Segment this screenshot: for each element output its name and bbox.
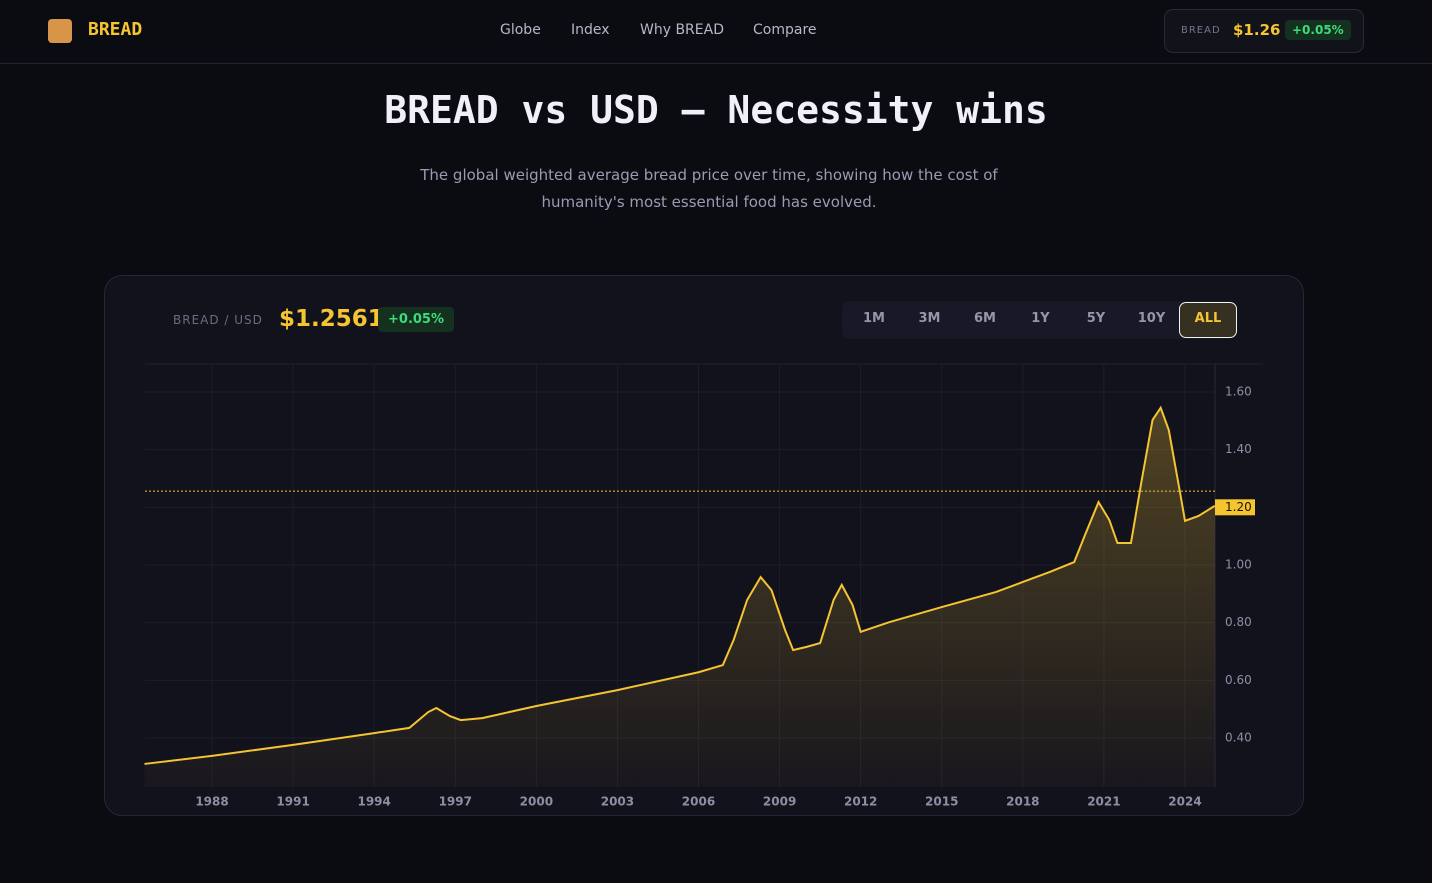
x-tick-label: 2018 [1006, 795, 1039, 809]
y-tick-label: 0.40 [1225, 730, 1252, 744]
pair-price: $1.2561 [279, 306, 384, 332]
x-tick-label: 2003 [601, 795, 634, 809]
range-selector: 1M 3M 6M 1Y 5Y 10Y ALL [842, 301, 1237, 339]
x-tick-label: 2021 [1087, 795, 1120, 809]
line [144, 405, 1216, 765]
pair-change: +0.05% [378, 307, 454, 332]
pair-label: BREAD / USD [173, 313, 263, 327]
x-tick-label: 2012 [844, 795, 877, 809]
ticker[interactable]: BREAD $1.26 +0.05% [1164, 9, 1364, 53]
x-tick-label: 1991 [276, 795, 309, 809]
logo[interactable] [48, 19, 72, 43]
y-tick-label: 1.40 [1225, 442, 1252, 456]
brand[interactable]: BREAD [88, 19, 143, 40]
header: BREAD Globe Index Why BREAD Compare BREA… [0, 0, 1432, 64]
nav-link[interactable]: Why BREAD [640, 22, 724, 38]
nav-link[interactable]: Compare [753, 22, 817, 38]
y-tick-label: 0.60 [1225, 673, 1252, 687]
x-tick-label: 2006 [682, 795, 715, 809]
hero-title: BREAD vs USD — Necessity wins [384, 88, 1048, 132]
nav-link[interactable]: Index [571, 22, 610, 38]
x-tick-label: 2009 [763, 795, 796, 809]
hero-subtitle: The global weighted average bread price … [420, 166, 998, 211]
range-button[interactable]: 1M [863, 311, 885, 326]
range-button[interactable]: 1Y [1031, 311, 1050, 326]
ticker-price: $1.26 [1233, 21, 1281, 39]
y-tick-label: 1.00 [1225, 557, 1252, 571]
ticker-change: +0.05% [1285, 20, 1351, 40]
range-button[interactable]: 10Y [1137, 311, 1166, 326]
x-tick-label: 1994 [357, 795, 390, 809]
x-tick-label: 1997 [439, 795, 472, 809]
price-tag [1215, 499, 1255, 516]
nav-link[interactable]: Globe [500, 22, 541, 38]
range-button[interactable]: 5Y [1086, 311, 1106, 326]
chart: 1988 1991 1994 1997 2000 2003 2006 2009 2012 2015… [144, 363, 1263, 809]
x-tick-label: 2024 [1168, 795, 1201, 809]
range-button[interactable]: 3M [918, 311, 941, 326]
chart-card: 1988 1991 1994 1997 2000 2003 2006 2009 2012 2015… [104, 275, 1304, 816]
ticker-symbol: BREAD [1181, 25, 1221, 36]
range-button[interactable]: ALL [1179, 302, 1237, 338]
range-button[interactable]: 6M [974, 311, 996, 326]
y-tick-label: 0.80 [1225, 615, 1252, 629]
y-tick-label: 1.60 [1225, 384, 1252, 398]
price-tag-label: 1.20 [1225, 500, 1252, 514]
x-tick-label: 1988 [195, 795, 228, 809]
x-tick-label: 2015 [925, 795, 958, 809]
area [144, 407, 1215, 787]
x-tick-label: 2000 [520, 795, 553, 809]
